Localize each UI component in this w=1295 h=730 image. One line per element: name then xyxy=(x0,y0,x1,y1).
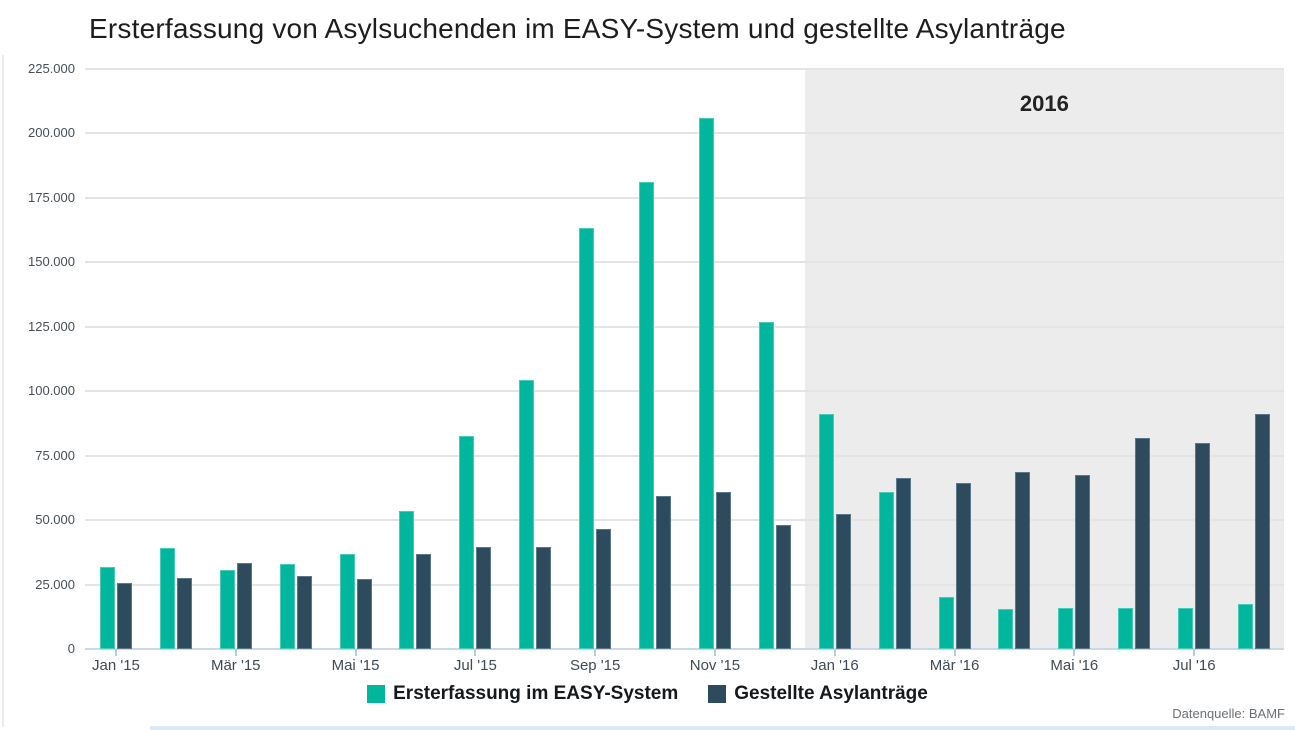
x-tick-label-sep-15: Sep '15 xyxy=(569,657,621,674)
legend: Ersterfassung im EASY-System Gestellte A… xyxy=(0,683,1295,705)
gridline-125.000 xyxy=(85,325,1284,328)
legend-item-asylantraege[interactable]: Gestellte Asylanträge xyxy=(708,683,928,705)
bar-asylantraege-feb-15[interactable] xyxy=(176,578,192,649)
bar-asylantraege-feb-16[interactable] xyxy=(895,478,911,649)
source-note: Datenquelle: BAMF xyxy=(1172,706,1285,721)
y-tick-label: 25.000 xyxy=(35,576,75,592)
y-tick-label: 150.000 xyxy=(28,254,75,270)
x-tick xyxy=(354,649,357,656)
highlight-region-2016 xyxy=(804,69,1284,649)
legend-swatch-asylantraege-icon xyxy=(708,685,727,703)
bar-easy-maer-16[interactable] xyxy=(938,597,954,649)
bar-asylantraege-jan-15[interactable] xyxy=(116,583,132,649)
legend-label-asylantraege: Gestellte Asylanträge xyxy=(734,683,928,704)
gridline-200.000 xyxy=(85,132,1284,135)
x-tick xyxy=(594,649,597,656)
x-tick xyxy=(1193,649,1196,656)
x-tick xyxy=(474,649,477,656)
bar-asylantraege-jul-15[interactable] xyxy=(476,547,492,649)
bar-easy-apr-16[interactable] xyxy=(998,609,1014,649)
x-tick-label-maer-15: Mär '15 xyxy=(210,657,261,674)
x-tick xyxy=(114,649,117,656)
x-tick-label-mai-15: Mai '15 xyxy=(331,657,380,674)
bar-easy-jan-15[interactable] xyxy=(99,567,115,649)
bar-asylantraege-jun-16[interactable] xyxy=(1135,438,1151,649)
x-tick-label-jul-15: Jul '15 xyxy=(453,657,497,674)
bar-easy-nov-15[interactable] xyxy=(698,118,714,649)
x-tick-label-jan-15: Jan '15 xyxy=(91,657,140,674)
bar-easy-aug-16[interactable] xyxy=(1238,604,1254,649)
y-tick-label: 100.000 xyxy=(28,383,75,399)
gridline-150.000 xyxy=(85,261,1284,264)
gridline-225.000 xyxy=(85,68,1284,70)
bar-asylantraege-jun-15[interactable] xyxy=(416,554,432,649)
x-tick-label-jul-16: Jul '16 xyxy=(1172,657,1216,674)
bar-easy-apr-15[interactable] xyxy=(279,564,295,649)
region-label-2016: 2016 xyxy=(1019,91,1069,116)
bar-easy-maer-15[interactable] xyxy=(219,570,235,649)
legend-swatch-easy-icon xyxy=(367,685,386,703)
bar-asylantraege-okt-15[interactable] xyxy=(656,496,672,649)
gridline-75.000 xyxy=(85,454,1284,457)
gridline-100.000 xyxy=(85,390,1284,393)
gridline-50.000 xyxy=(85,519,1284,522)
x-tick-label-maer-16: Mär '16 xyxy=(929,657,980,674)
bar-asylantraege-apr-15[interactable] xyxy=(296,576,312,649)
legend-label-easy: Ersterfassung im EASY-System xyxy=(393,683,679,704)
bar-asylantraege-jan-16[interactable] xyxy=(835,514,851,649)
bar-easy-jan-16[interactable] xyxy=(818,414,834,649)
x-tick xyxy=(953,649,956,656)
bar-asylantraege-maer-16[interactable] xyxy=(955,483,971,649)
x-tick xyxy=(1073,649,1076,656)
bar-easy-aug-15[interactable] xyxy=(519,380,535,649)
x-tick-label-nov-15: Nov '15 xyxy=(689,657,741,674)
bar-easy-jul-16[interactable] xyxy=(1178,608,1194,649)
bar-asylantraege-nov-15[interactable] xyxy=(715,492,731,649)
gridline-175.000 xyxy=(85,196,1284,199)
y-tick-label: 0 xyxy=(67,641,75,656)
bar-asylantraege-sep-15[interactable] xyxy=(596,529,612,649)
y-tick-label: 50.000 xyxy=(35,512,75,528)
y-tick-label: 225.000 xyxy=(28,61,75,76)
x-tick xyxy=(833,649,836,656)
bar-easy-jun-15[interactable] xyxy=(399,511,415,649)
page-title: Ersterfassung von Asylsuchenden im EASY-… xyxy=(89,13,1066,44)
x-tick-label-mai-16: Mai '16 xyxy=(1050,657,1099,674)
bar-easy-mai-15[interactable] xyxy=(339,554,355,649)
y-tick-label: 125.000 xyxy=(28,318,75,334)
y-tick-label: 200.000 xyxy=(28,125,75,141)
bar-easy-jul-15[interactable] xyxy=(459,436,475,649)
x-axis-line xyxy=(85,648,1284,650)
bar-asylantraege-dez-15[interactable] xyxy=(775,525,791,649)
bar-asylantraege-mai-16[interactable] xyxy=(1075,475,1091,649)
y-tick-label: 175.000 xyxy=(28,189,75,205)
legend-item-easy[interactable]: Ersterfassung im EASY-System xyxy=(367,683,678,705)
bottom-scrollbar-strip xyxy=(150,726,1295,730)
bar-easy-dez-15[interactable] xyxy=(758,322,774,649)
bar-easy-feb-15[interactable] xyxy=(159,548,175,649)
bar-asylantraege-jul-16[interactable] xyxy=(1195,443,1211,649)
left-border-line xyxy=(2,55,4,727)
x-tick xyxy=(713,649,716,656)
bar-easy-okt-15[interactable] xyxy=(639,182,655,649)
gridline-25.000 xyxy=(85,583,1284,586)
x-tick xyxy=(234,649,237,656)
bar-asylantraege-maer-15[interactable] xyxy=(236,563,252,649)
bar-asylantraege-aug-16[interactable] xyxy=(1255,414,1271,649)
bar-asylantraege-apr-16[interactable] xyxy=(1015,472,1031,649)
bar-easy-mai-16[interactable] xyxy=(1058,608,1074,649)
y-tick-label: 75.000 xyxy=(35,447,75,463)
x-tick-label-jan-16: Jan '16 xyxy=(810,657,859,674)
bar-easy-feb-16[interactable] xyxy=(878,492,894,649)
bar-asylantraege-mai-15[interactable] xyxy=(356,579,372,649)
bar-asylantraege-aug-15[interactable] xyxy=(536,547,552,649)
bar-easy-jun-16[interactable] xyxy=(1118,608,1134,649)
bar-easy-sep-15[interactable] xyxy=(579,228,595,649)
